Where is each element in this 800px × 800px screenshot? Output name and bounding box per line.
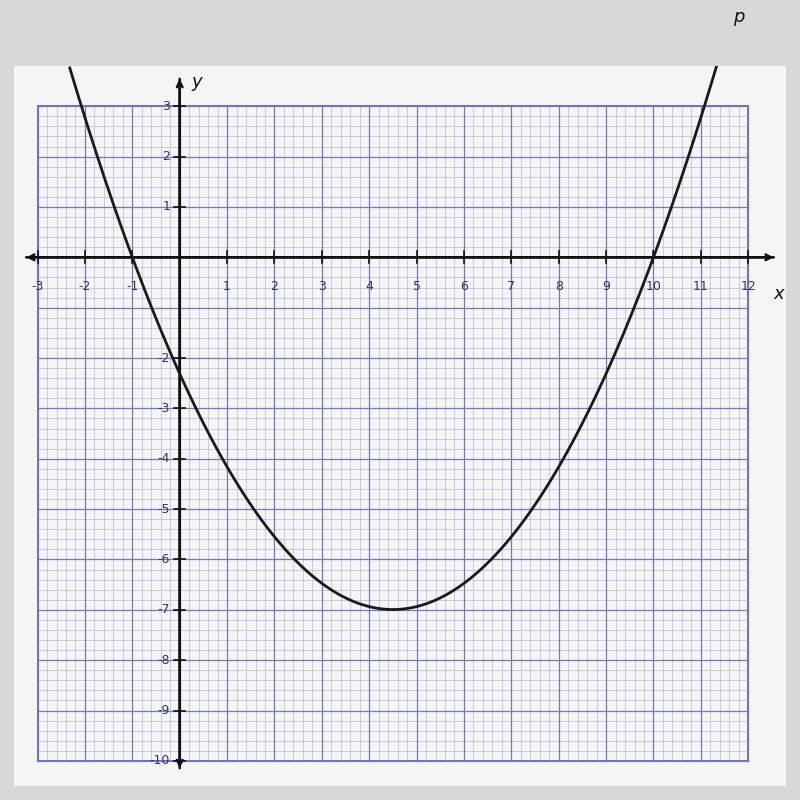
Text: y: y (191, 74, 202, 91)
Text: -3: -3 (158, 402, 170, 415)
Text: 12: 12 (740, 280, 756, 293)
Text: 2: 2 (162, 150, 170, 163)
Text: 1: 1 (162, 201, 170, 214)
Text: 11: 11 (693, 280, 709, 293)
Text: 5: 5 (413, 280, 421, 293)
Text: -8: -8 (158, 654, 170, 666)
Text: 10: 10 (646, 280, 662, 293)
Text: -5: -5 (158, 502, 170, 516)
Text: 6: 6 (460, 280, 468, 293)
Text: 4: 4 (366, 280, 373, 293)
Text: -6: -6 (158, 553, 170, 566)
Text: 3: 3 (162, 100, 170, 113)
Text: x: x (774, 285, 784, 303)
Text: -2: -2 (78, 280, 91, 293)
Text: 3: 3 (318, 280, 326, 293)
Text: 9: 9 (602, 280, 610, 293)
Text: p: p (733, 8, 744, 26)
Text: -3: -3 (31, 280, 44, 293)
Text: 1: 1 (223, 280, 231, 293)
Text: 7: 7 (507, 280, 515, 293)
Text: -7: -7 (158, 603, 170, 616)
Text: -10: -10 (150, 754, 170, 767)
Text: -4: -4 (158, 452, 170, 466)
Text: -9: -9 (158, 704, 170, 717)
Text: -1: -1 (126, 280, 138, 293)
Text: 2: 2 (270, 280, 278, 293)
Text: 8: 8 (554, 280, 562, 293)
Text: -2: -2 (158, 351, 170, 365)
